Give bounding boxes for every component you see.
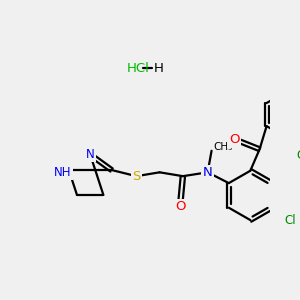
Text: H: H bbox=[154, 62, 164, 75]
Text: CH₃: CH₃ bbox=[214, 142, 233, 152]
Text: O: O bbox=[175, 200, 186, 214]
Text: Cl: Cl bbox=[296, 149, 300, 162]
Text: N: N bbox=[86, 148, 94, 161]
Text: NH: NH bbox=[54, 166, 71, 179]
Text: O: O bbox=[229, 134, 239, 146]
Text: HCl: HCl bbox=[127, 62, 149, 75]
Text: S: S bbox=[132, 170, 141, 183]
Text: N: N bbox=[203, 166, 212, 179]
Text: Cl: Cl bbox=[285, 214, 296, 226]
